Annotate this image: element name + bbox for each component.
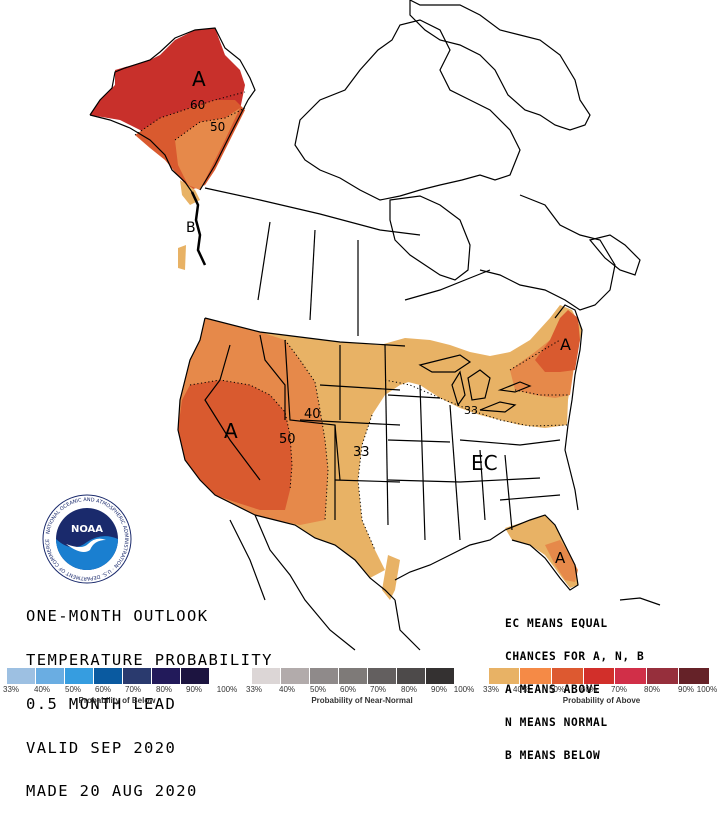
tick: 33% bbox=[2, 685, 20, 694]
swatch-above-40 bbox=[520, 668, 552, 684]
tick: 40% bbox=[512, 685, 530, 694]
tick: 100% bbox=[696, 685, 718, 694]
alaska-50-contour-label: 50 bbox=[210, 120, 225, 134]
tick: 80% bbox=[400, 685, 418, 694]
swatch-above-70 bbox=[615, 668, 647, 684]
swatch-below-40 bbox=[36, 668, 65, 684]
swatch-normal-80 bbox=[397, 668, 426, 684]
bc-label: B bbox=[186, 220, 196, 236]
legend-below-colorbar bbox=[7, 668, 227, 684]
bc-coastline bbox=[190, 191, 207, 266]
legend-below-ticks: 33% 40% 50% 60% 70% 80% 90% 100% bbox=[3, 684, 237, 695]
swatch-above-50 bbox=[552, 668, 584, 684]
swatch-below-60 bbox=[94, 668, 123, 684]
tick: 50% bbox=[548, 685, 566, 694]
tick: 50% bbox=[309, 685, 327, 694]
key-line-ec: EC MEANS EQUAL bbox=[505, 617, 608, 630]
legend-above-colorbar bbox=[489, 668, 714, 684]
key-line-normal: N MEANS NORMAL bbox=[505, 716, 608, 729]
swatch-above-60 bbox=[584, 668, 615, 684]
legend-above-title: Probability of Above bbox=[562, 696, 641, 705]
swatch-below-33 bbox=[7, 668, 36, 684]
key-line-above: A MEANS ABOVE bbox=[505, 683, 601, 696]
legend-near-normal: 33% 40% 50% 60% 70% 80% 90% 100% Probabi… bbox=[246, 668, 474, 705]
tick: 33% bbox=[482, 685, 500, 694]
swatch-above-33 bbox=[489, 668, 520, 684]
map-labels: A 60 50 B A 40 50 33 33 A EC A bbox=[186, 67, 571, 567]
florida-category-label: A bbox=[555, 549, 566, 567]
greatlakes-33-contour-label: 33 bbox=[464, 404, 478, 417]
tick: 60% bbox=[339, 685, 357, 694]
legend-near-normal-title: Probability of Near-Normal bbox=[311, 696, 413, 705]
legend-above: 33% 40% 50% 60% 70% 80% 90% 100% Probabi… bbox=[483, 668, 718, 705]
swatch-above-80 bbox=[647, 668, 679, 684]
west-40-contour-label: 40 bbox=[304, 407, 321, 422]
tick: 100% bbox=[216, 685, 238, 694]
tick: 90% bbox=[430, 685, 448, 694]
swatch-normal-33 bbox=[252, 668, 281, 684]
tick: 33% bbox=[245, 685, 263, 694]
swatch-normal-70 bbox=[368, 668, 397, 684]
alaska-category-label: A bbox=[192, 67, 206, 91]
swatch-below-50 bbox=[65, 668, 94, 684]
key-line-chances: CHANCES FOR A, N, B bbox=[505, 650, 645, 663]
title-line-product: ONE-MONTH OUTLOOK bbox=[26, 607, 209, 626]
tick: 80% bbox=[643, 685, 661, 694]
title-line-valid: VALID SEP 2020 bbox=[26, 738, 177, 757]
geographic-boundaries bbox=[89, 0, 661, 651]
tick: 80% bbox=[155, 685, 173, 694]
swatch-below-70 bbox=[123, 668, 152, 684]
ec-label: EC bbox=[471, 451, 498, 475]
tick: 90% bbox=[677, 685, 695, 694]
tick: 40% bbox=[278, 685, 296, 694]
swatch-below-90 bbox=[181, 668, 210, 684]
west-above-region bbox=[178, 318, 460, 578]
alaska-60-contour-label: 60 bbox=[190, 98, 205, 112]
key-line-below: B MEANS BELOW bbox=[505, 749, 601, 762]
probability-contours bbox=[134, 91, 570, 551]
swatch-below-80 bbox=[152, 668, 181, 684]
legend-below-title: Probability of Below bbox=[78, 696, 156, 705]
swatch-normal-60 bbox=[339, 668, 368, 684]
title-line-made: MADE 20 AUG 2020 bbox=[26, 782, 198, 801]
northeast-category-label: A bbox=[560, 335, 571, 354]
swatch-normal-50 bbox=[310, 668, 339, 684]
title-line-variable: TEMPERATURE PROBABILITY bbox=[26, 650, 273, 669]
swatch-normal-90 bbox=[426, 668, 455, 684]
tick: 60% bbox=[94, 685, 112, 694]
tick: 70% bbox=[124, 685, 142, 694]
tick: 50% bbox=[64, 685, 82, 694]
legend-above-ticks: 33% 40% 50% 60% 70% 80% 90% 100% bbox=[483, 684, 718, 695]
alaska-above-region bbox=[90, 28, 245, 205]
swatch-above-90 bbox=[679, 668, 710, 684]
legend-near-normal-ticks: 33% 40% 50% 60% 70% 80% 90% 100% bbox=[246, 684, 474, 695]
outlook-map: A 60 50 B A 40 50 33 33 A EC A bbox=[89, 0, 661, 651]
tick: 100% bbox=[453, 685, 475, 694]
legend-below: 33% 40% 50% 60% 70% 80% 90% 100% Probabi… bbox=[3, 668, 237, 705]
tick: 70% bbox=[369, 685, 387, 694]
bc-coastal-shading bbox=[178, 245, 186, 270]
tick: 60% bbox=[580, 685, 598, 694]
tick: 40% bbox=[33, 685, 51, 694]
west-category-label: A bbox=[224, 419, 238, 443]
noaa-logo-text: NOAA bbox=[71, 524, 103, 535]
noaa-logo: NATIONAL OCEANIC AND ATMOSPHERIC ADMINIS… bbox=[42, 494, 132, 584]
tick: 70% bbox=[610, 685, 628, 694]
west-50-contour-label: 50 bbox=[279, 432, 296, 447]
legend-near-normal-colorbar bbox=[252, 668, 472, 684]
plains-33-contour-label: 33 bbox=[353, 445, 370, 460]
swatch-normal-40 bbox=[281, 668, 310, 684]
southeast-above-region bbox=[382, 515, 578, 600]
tick: 90% bbox=[185, 685, 203, 694]
